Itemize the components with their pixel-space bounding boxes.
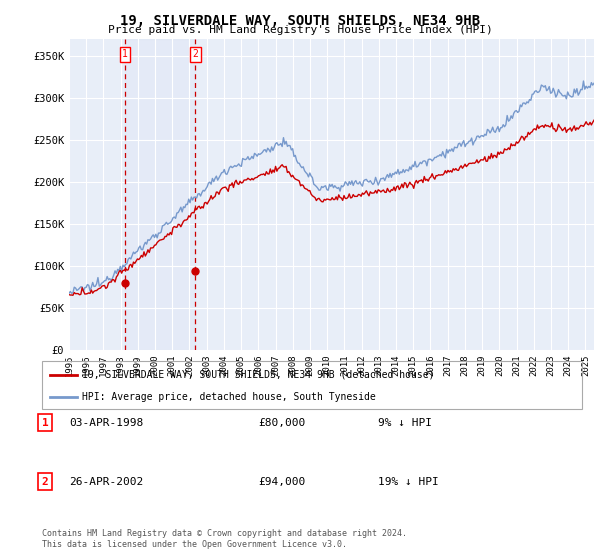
- Text: 9% ↓ HPI: 9% ↓ HPI: [378, 418, 432, 428]
- Text: Contains HM Land Registry data © Crown copyright and database right 2024.
This d: Contains HM Land Registry data © Crown c…: [42, 529, 407, 549]
- Text: 19% ↓ HPI: 19% ↓ HPI: [378, 477, 439, 487]
- Text: 1: 1: [122, 49, 128, 59]
- Text: 2: 2: [41, 477, 49, 487]
- Text: 03-APR-1998: 03-APR-1998: [69, 418, 143, 428]
- Text: 2: 2: [192, 49, 198, 59]
- Bar: [125, 39, 195, 350]
- Text: 19, SILVERDALE WAY, SOUTH SHIELDS, NE34 9HB (detached house): 19, SILVERDALE WAY, SOUTH SHIELDS, NE34 …: [83, 370, 435, 380]
- Text: HPI: Average price, detached house, South Tyneside: HPI: Average price, detached house, Sout…: [83, 392, 376, 402]
- Text: 1: 1: [41, 418, 49, 428]
- Text: £80,000: £80,000: [258, 418, 305, 428]
- Text: £94,000: £94,000: [258, 477, 305, 487]
- Text: 19, SILVERDALE WAY, SOUTH SHIELDS, NE34 9HB: 19, SILVERDALE WAY, SOUTH SHIELDS, NE34 …: [120, 14, 480, 28]
- Text: Price paid vs. HM Land Registry's House Price Index (HPI): Price paid vs. HM Land Registry's House …: [107, 25, 493, 35]
- Text: 26-APR-2002: 26-APR-2002: [69, 477, 143, 487]
